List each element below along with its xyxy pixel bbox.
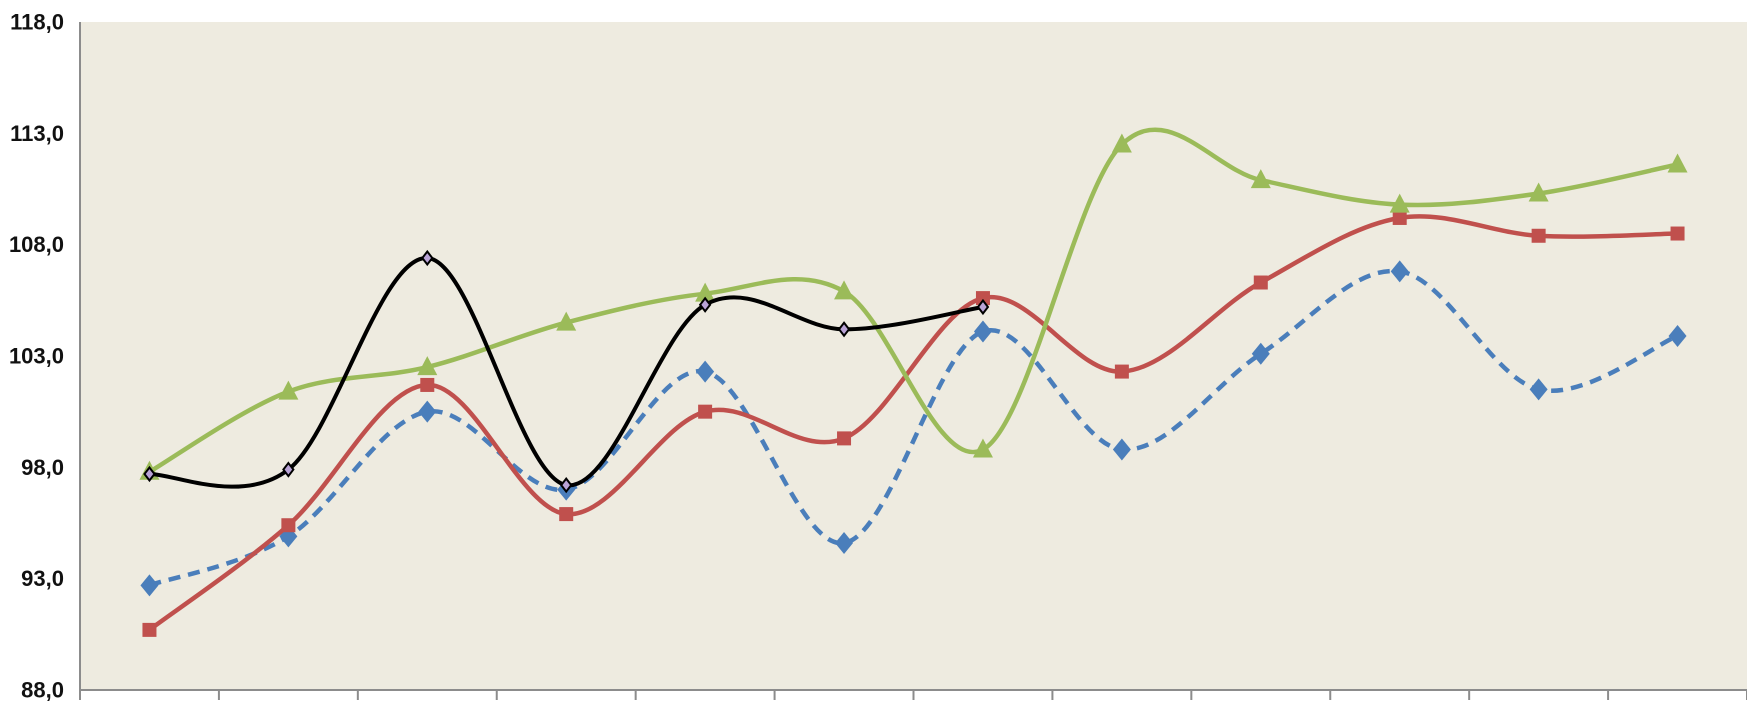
data-point-blue-dashed bbox=[140, 574, 159, 597]
data-point-blue-dashed bbox=[1251, 342, 1270, 365]
y-tick-label: 103,0 bbox=[9, 344, 64, 369]
data-point-black bbox=[282, 461, 295, 478]
data-point-green bbox=[695, 282, 716, 302]
data-point-red bbox=[1253, 275, 1268, 290]
data-point-red bbox=[1531, 228, 1546, 243]
data-point-black bbox=[976, 298, 990, 316]
plot-area bbox=[80, 22, 1747, 690]
data-point-red bbox=[420, 377, 435, 392]
data-point-blue-dashed bbox=[1668, 324, 1687, 347]
data-point-black bbox=[698, 296, 712, 313]
data-point-red bbox=[281, 518, 296, 533]
data-point-blue-dashed bbox=[1529, 378, 1548, 401]
series-black bbox=[143, 249, 990, 494]
data-point-red bbox=[837, 431, 852, 446]
data-point-green bbox=[1111, 133, 1132, 153]
data-point-green bbox=[1667, 153, 1688, 173]
y-axis-labels: 88,0 93,0 98,0 103,0 108,0 113,0 118,0 bbox=[9, 10, 64, 703]
series-line-black bbox=[147, 255, 985, 489]
y-tick-label: 88,0 bbox=[21, 678, 64, 703]
data-point-green bbox=[1528, 182, 1549, 202]
data-point-red bbox=[1670, 226, 1685, 241]
y-tick-label: 118,0 bbox=[10, 10, 64, 35]
data-point-black bbox=[421, 249, 434, 267]
y-tick-label: 108,0 bbox=[9, 232, 64, 257]
data-point-green bbox=[278, 380, 299, 400]
data-point-red bbox=[559, 507, 574, 522]
series-layer bbox=[139, 127, 1688, 637]
data-point-blue-dashed bbox=[696, 360, 715, 383]
y-tick-label: 93,0 bbox=[21, 566, 64, 591]
data-point-green bbox=[972, 438, 993, 458]
data-point-blue-dashed bbox=[418, 400, 437, 423]
series-blue-dashed bbox=[140, 260, 1687, 597]
data-point-red bbox=[698, 404, 713, 419]
data-point-blue-dashed bbox=[1112, 438, 1131, 461]
y-tick-label: 98,0 bbox=[21, 455, 64, 480]
data-point-red bbox=[142, 622, 157, 637]
data-point-red bbox=[1392, 210, 1407, 225]
data-point-green bbox=[1250, 169, 1271, 189]
data-point-green bbox=[417, 356, 438, 376]
data-point-green bbox=[834, 280, 855, 300]
data-point-blue-dashed bbox=[1390, 260, 1409, 283]
data-point-red bbox=[975, 291, 990, 306]
y-tick-label: 113,0 bbox=[10, 121, 64, 146]
data-point-green bbox=[556, 311, 577, 331]
data-point-black bbox=[559, 477, 573, 494]
series-green bbox=[139, 127, 1688, 480]
series-red bbox=[142, 210, 1685, 637]
data-point-blue-dashed bbox=[973, 320, 992, 343]
x-axis-ticks bbox=[79, 690, 1747, 700]
data-point-red bbox=[1114, 364, 1129, 379]
data-point-green bbox=[1389, 193, 1410, 213]
data-point-black bbox=[143, 465, 156, 483]
data-point-black bbox=[837, 321, 851, 338]
data-point-blue-dashed bbox=[835, 532, 854, 555]
